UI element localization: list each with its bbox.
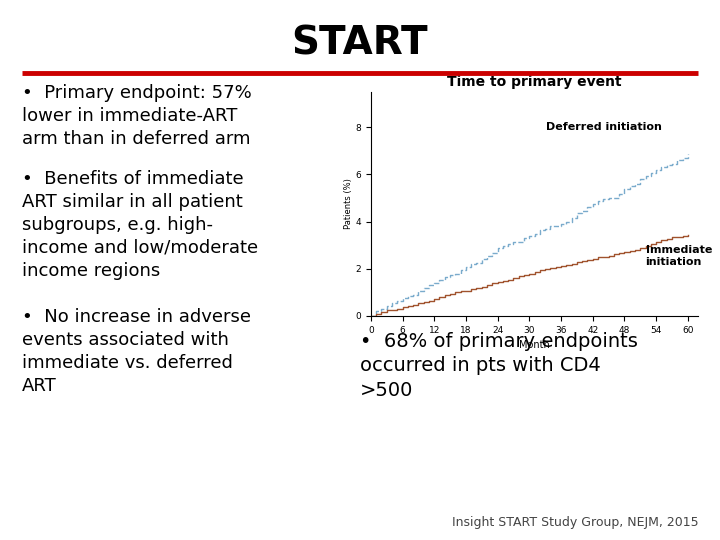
Text: •  No increase in adverse
events associated with
immediate vs. deferred
ART: • No increase in adverse events associat…	[22, 308, 251, 395]
X-axis label: Month: Month	[519, 340, 550, 350]
Y-axis label: Patients (%): Patients (%)	[343, 178, 353, 230]
Text: •  Primary endpoint: 57%
lower in immediate-ART
arm than in deferred arm: • Primary endpoint: 57% lower in immedia…	[22, 84, 251, 147]
Text: •  Benefits of immediate
ART similar in all patient
subgroups, e.g. high-
income: • Benefits of immediate ART similar in a…	[22, 170, 258, 280]
Text: Immediate
initiation: Immediate initiation	[646, 245, 712, 267]
Text: •  68% of primary endpoints
occurred in pts with CD4
>500: • 68% of primary endpoints occurred in p…	[360, 332, 638, 400]
Text: START: START	[292, 24, 428, 62]
Text: Insight START Study Group, NEJM, 2015: Insight START Study Group, NEJM, 2015	[451, 516, 698, 529]
Text: Deferred initiation: Deferred initiation	[546, 122, 662, 132]
Title: Time to primary event: Time to primary event	[447, 75, 622, 89]
